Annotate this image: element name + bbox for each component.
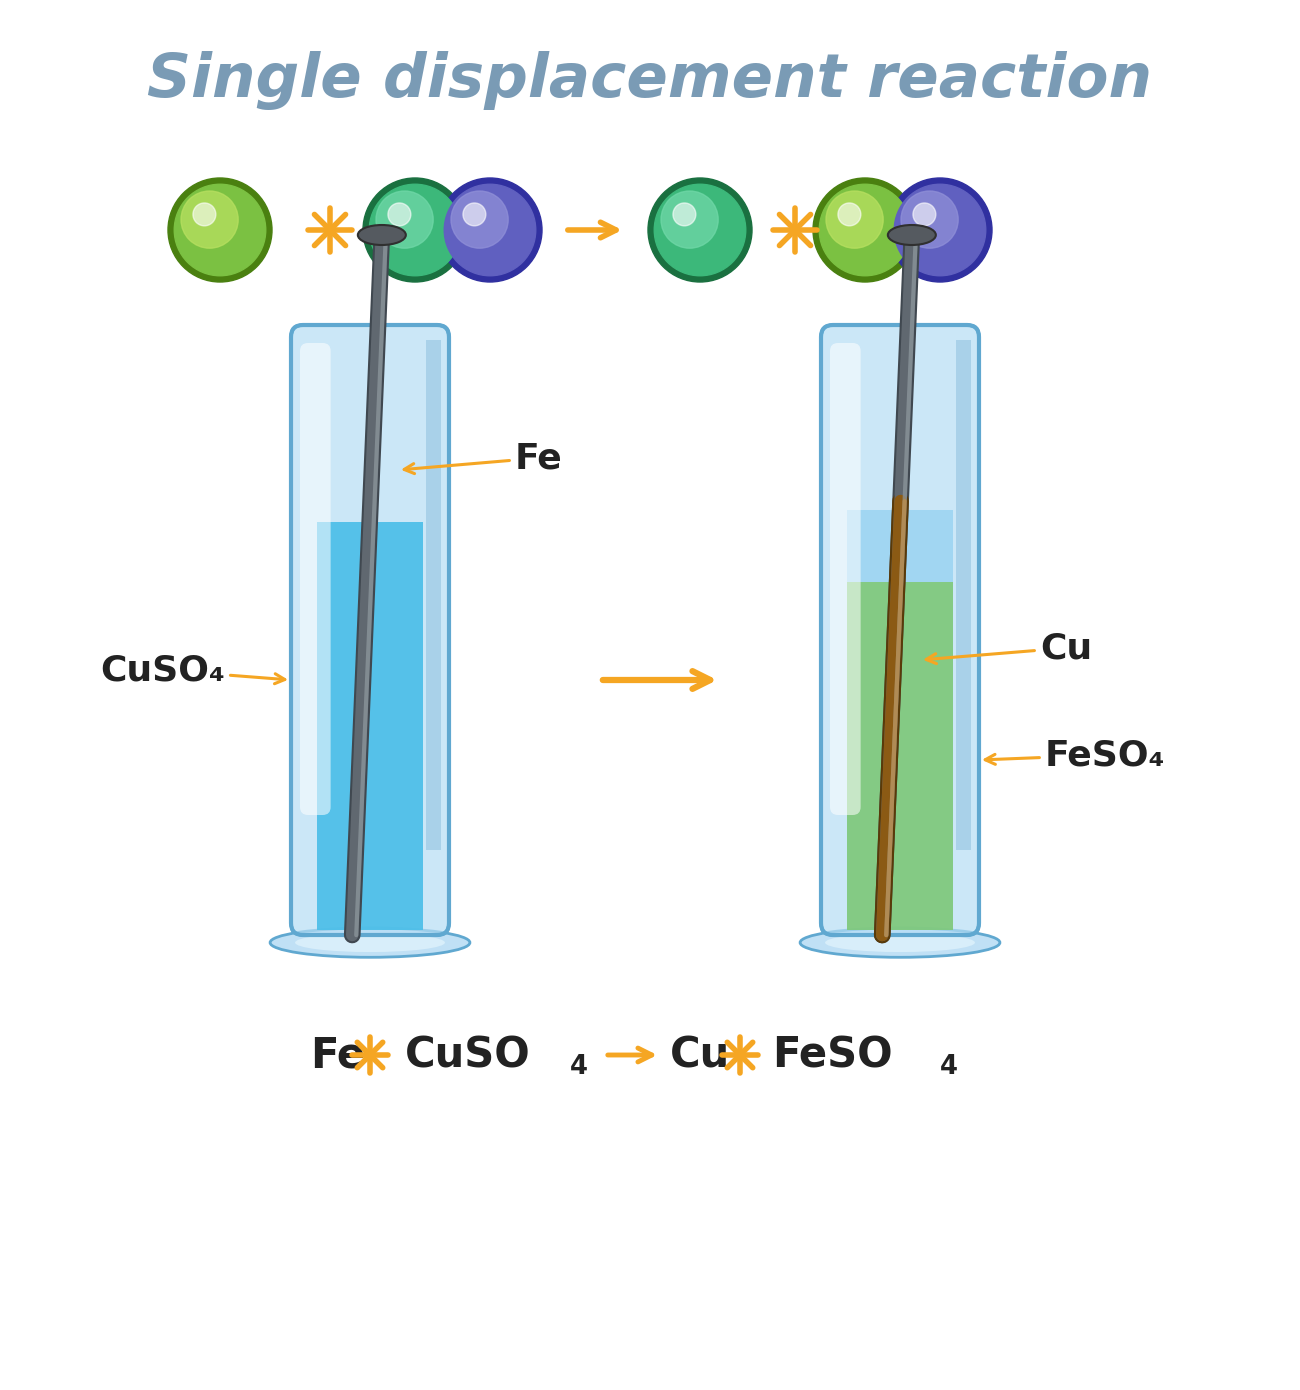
Circle shape [369, 185, 460, 275]
Circle shape [192, 203, 216, 225]
Ellipse shape [270, 929, 469, 958]
Text: CuSO: CuSO [406, 1034, 530, 1076]
Bar [957, 341, 971, 851]
Text: CuSO₄: CuSO₄ [100, 653, 285, 687]
Ellipse shape [888, 225, 936, 245]
Circle shape [826, 190, 883, 249]
Circle shape [913, 203, 936, 225]
Text: Cu: Cu [670, 1034, 731, 1076]
Ellipse shape [800, 929, 1000, 958]
Circle shape [819, 185, 911, 275]
Circle shape [445, 185, 536, 275]
Text: Cu: Cu [926, 631, 1092, 664]
Bar [846, 582, 953, 930]
Circle shape [387, 203, 411, 225]
Circle shape [894, 185, 985, 275]
Circle shape [901, 190, 958, 249]
Circle shape [451, 190, 508, 249]
Circle shape [168, 178, 272, 282]
Bar [317, 523, 424, 930]
Text: FeSO₄: FeSO₄ [985, 738, 1166, 771]
Circle shape [363, 178, 467, 282]
Ellipse shape [358, 225, 406, 245]
Circle shape [673, 203, 696, 225]
FancyBboxPatch shape [829, 343, 861, 815]
Circle shape [654, 185, 746, 275]
FancyBboxPatch shape [822, 325, 979, 935]
Text: FeSO: FeSO [772, 1034, 893, 1076]
Ellipse shape [295, 933, 445, 952]
FancyBboxPatch shape [300, 343, 330, 815]
Circle shape [647, 178, 751, 282]
Text: Fe: Fe [309, 1034, 365, 1076]
Circle shape [376, 190, 433, 249]
FancyBboxPatch shape [291, 325, 448, 935]
Bar [846, 510, 953, 582]
Circle shape [812, 178, 916, 282]
Text: 4: 4 [940, 1054, 958, 1080]
Circle shape [660, 190, 718, 249]
Ellipse shape [826, 933, 975, 952]
Circle shape [438, 178, 542, 282]
Circle shape [888, 178, 992, 282]
Circle shape [838, 203, 861, 225]
Text: Single displacement reaction: Single displacement reaction [147, 50, 1153, 110]
Text: Fe: Fe [404, 441, 563, 475]
Circle shape [181, 190, 238, 249]
Bar [426, 341, 441, 851]
Text: 4: 4 [569, 1054, 588, 1080]
Circle shape [174, 185, 265, 275]
Circle shape [463, 203, 486, 225]
